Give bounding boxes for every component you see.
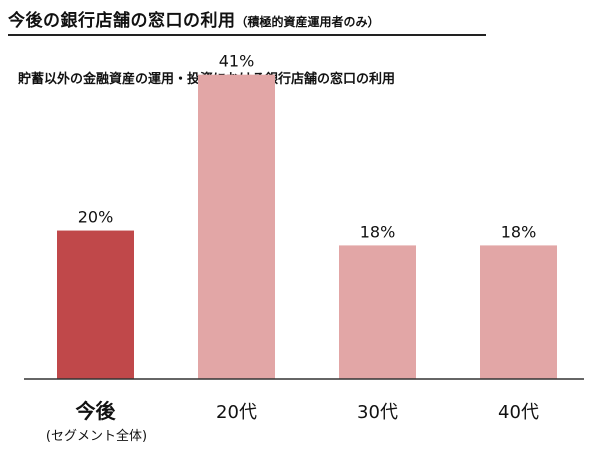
category-label-1: 20代 bbox=[216, 402, 257, 423]
labels-group: 20% 今後 (セグメント全体) 41% 20代 18% 30代 18% 40代 bbox=[46, 52, 539, 444]
bar-1 bbox=[198, 74, 275, 379]
bar-2 bbox=[339, 245, 416, 379]
category-label-3: 40代 bbox=[498, 402, 539, 423]
bars-group bbox=[57, 74, 557, 379]
category-label-0: 今後 bbox=[76, 399, 117, 423]
bar-0 bbox=[57, 230, 134, 379]
bar-3 bbox=[480, 245, 557, 379]
chart-title-main: 今後の銀行店舗の窓口の利用 bbox=[8, 11, 236, 31]
value-label-3: 18% bbox=[501, 222, 537, 241]
value-label-2: 18% bbox=[360, 222, 396, 241]
category-note-0: (セグメント全体) bbox=[46, 428, 147, 444]
value-label-0: 20% bbox=[78, 208, 114, 227]
chart-title-note: （積極的資産運用者のみ） bbox=[235, 15, 380, 29]
value-label-1: 41% bbox=[219, 52, 255, 71]
category-label-2: 30代 bbox=[357, 402, 398, 423]
chart-title: 今後の銀行店舗の窓口の利用（積極的資産運用者のみ） bbox=[8, 6, 486, 36]
